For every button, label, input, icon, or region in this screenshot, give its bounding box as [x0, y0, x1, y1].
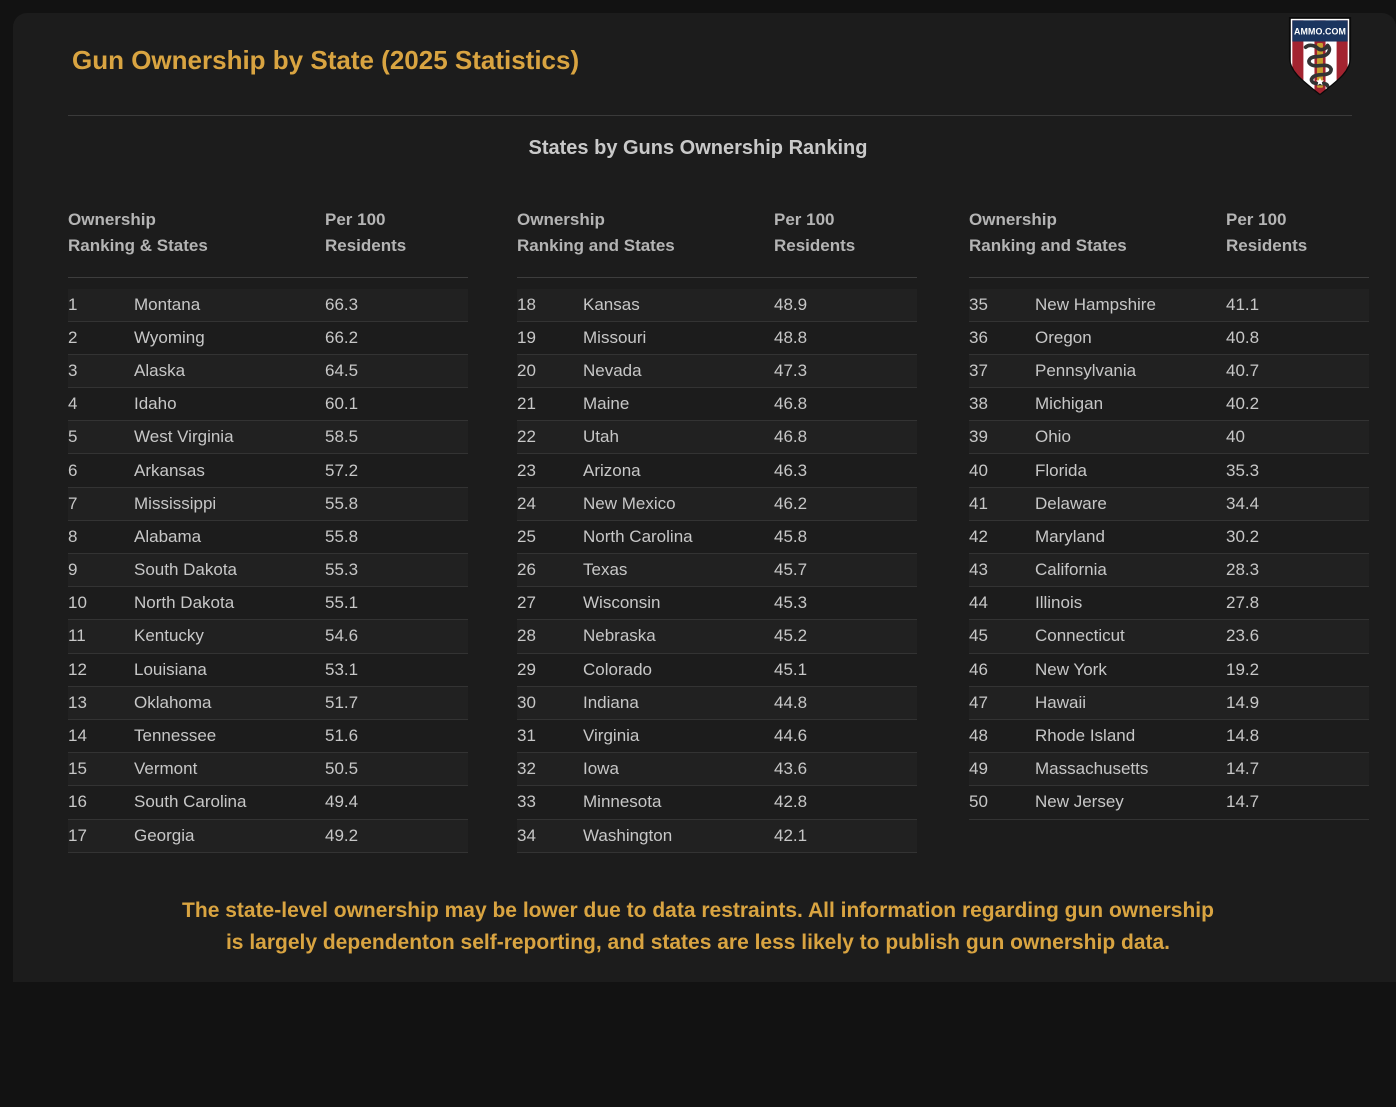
svg-text:AMMO.COM: AMMO.COM [1294, 27, 1346, 37]
